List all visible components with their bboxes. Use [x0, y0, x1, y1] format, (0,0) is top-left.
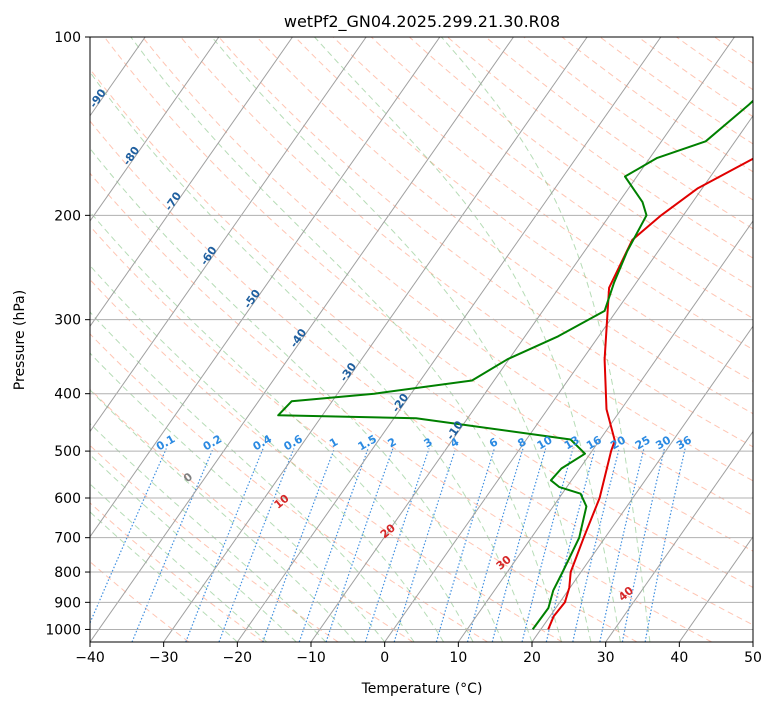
- dry-adiabat: [294, 37, 753, 382]
- x-axis-label: Temperature (°C): [361, 681, 483, 697]
- dry-adiabat: [561, 37, 753, 173]
- moist-adiabat: [130, 37, 562, 642]
- x-tick-label: −40: [75, 650, 105, 666]
- plot-frame: [89, 36, 754, 643]
- mixing-ratio-line: [545, 448, 596, 642]
- background-lines: [0, 37, 753, 642]
- mixing-ratio-line: [521, 448, 574, 642]
- plot-background: [90, 37, 753, 642]
- y-tick-label: 900: [54, 595, 81, 611]
- mixing-ratio-line: [599, 448, 645, 642]
- isotherm: [531, 325, 753, 642]
- isotherm: [90, 37, 441, 538]
- dry-adiabat: [90, 172, 712, 642]
- y-tick-label: 1000: [45, 622, 81, 638]
- profile-lines: [277, 99, 753, 630]
- x-tick-label: 40: [670, 650, 688, 666]
- x-tick-label: 0: [380, 650, 389, 666]
- x-tick-label: −10: [296, 650, 326, 666]
- x-tick-label: −20: [223, 650, 253, 666]
- moist-adiabat: [314, 37, 621, 642]
- mixing-ratio-line: [364, 448, 430, 642]
- moist-adiabat: [90, 352, 386, 642]
- y-tick-label: 500: [54, 444, 81, 460]
- moist-adiabat: [90, 511, 238, 642]
- dry-adiabat: [447, 37, 753, 259]
- mixing-ratio-line: [572, 448, 620, 642]
- mixing-ratio-line: [185, 448, 264, 642]
- isotherm: [605, 430, 753, 642]
- moist-adiabat: [90, 71, 533, 642]
- y-tick-label: 200: [54, 208, 81, 224]
- dry-adiabat: [485, 37, 753, 230]
- dry-adiabat: [104, 37, 753, 552]
- isotherm: [384, 114, 753, 642]
- moist-adiabat: [441, 37, 651, 642]
- y-tick-label: 600: [54, 491, 81, 507]
- dry-adiabat: [599, 37, 753, 145]
- moist-adiabat: [90, 389, 356, 642]
- dry-adiabat: [523, 37, 753, 201]
- grid-lines: [90, 37, 753, 630]
- moist-adiabat: [90, 211, 474, 642]
- moist-adiabat: [90, 264, 445, 642]
- x-tick-label: 10: [449, 650, 467, 666]
- isotherm: [310, 37, 735, 642]
- isotherm: [752, 641, 753, 642]
- moist-adiabat: [90, 483, 268, 642]
- x-tick-label: 20: [523, 650, 541, 666]
- isotherm: [0, 37, 72, 642]
- mixing-ratio-line: [466, 448, 524, 642]
- isotherm: [90, 37, 367, 433]
- dry-adiabat: [142, 37, 753, 517]
- profile-line-2: [277, 99, 753, 630]
- mixing-ratio-line: [262, 448, 335, 642]
- y-tick-label: 700: [54, 531, 81, 547]
- y-tick-label: 300: [54, 313, 81, 329]
- dry-adiabat: [332, 37, 753, 351]
- isotherm: [236, 37, 662, 642]
- y-tick-label: 400: [54, 387, 81, 403]
- dry-adiabat: [90, 278, 563, 642]
- mixing-ratio-line: [435, 448, 495, 642]
- dry-adiabat: [752, 37, 753, 38]
- x-tick-label: 50: [744, 650, 762, 666]
- dry-adiabat: [90, 68, 753, 589]
- isotherm: [90, 37, 514, 642]
- y-tick-label: 100: [54, 30, 81, 46]
- dry-adiabat: [90, 502, 264, 642]
- x-axis: −40 −30 −20 −10 0 10 20 30 40 50: [75, 642, 762, 666]
- mixing-ratio-line: [218, 448, 295, 642]
- x-tick-label: −30: [149, 650, 179, 666]
- isotherm: [678, 535, 753, 642]
- isotherm: [163, 37, 588, 642]
- y-tick-label: 800: [54, 565, 81, 581]
- isotherm: [90, 37, 220, 222]
- isotherm: [457, 220, 753, 642]
- moist-adiabat: [211, 37, 592, 642]
- dry-adiabat: [90, 120, 753, 626]
- dry-adiabat: [256, 37, 753, 415]
- mixing-ratio-line: [621, 448, 665, 642]
- mixing-ratio-line: [90, 448, 167, 625]
- dry-adiabat: [90, 444, 339, 642]
- x-tick-label: 30: [597, 650, 615, 666]
- y-axis: 1000 900 800 700 600 500 400 300 200 100: [45, 30, 90, 638]
- y-axis-label: Pressure (hPa): [12, 290, 28, 390]
- dry-adiabat: [90, 333, 488, 642]
- mixing-ratio-line: [298, 448, 369, 642]
- chart-title: wetPf2_GN04.2025.299.21.30.R08: [284, 12, 560, 32]
- mixing-ratio-line: [325, 448, 394, 642]
- isotherm: [90, 37, 293, 328]
- dry-adiabat: [90, 225, 638, 642]
- profile-line-1: [547, 157, 753, 630]
